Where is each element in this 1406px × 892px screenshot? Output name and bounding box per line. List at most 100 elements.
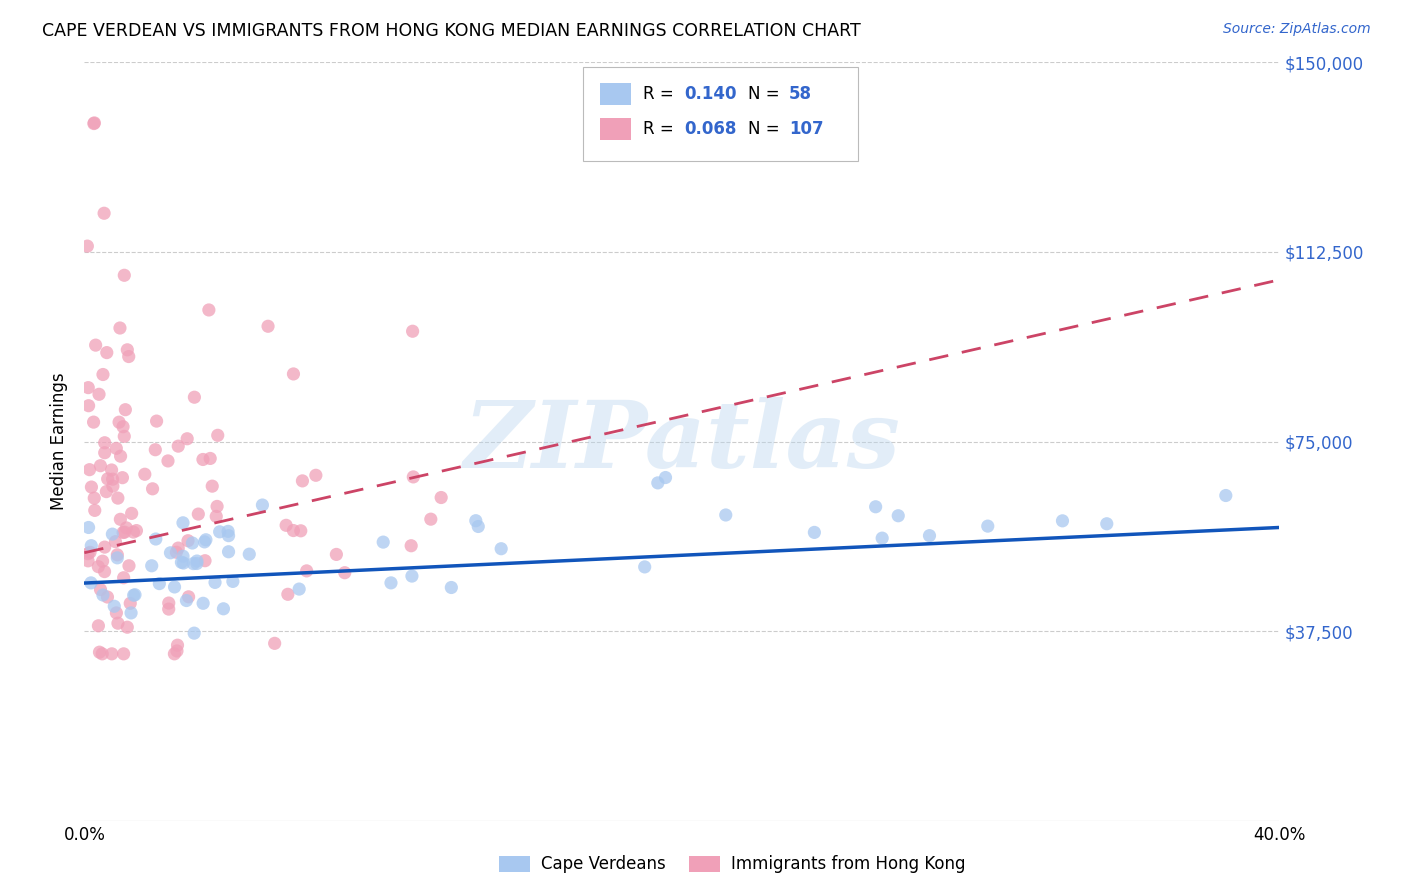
Point [283, 367, 305, 381]
Point [870, 531, 893, 545]
Text: 107: 107 [789, 120, 824, 138]
Point [105, 550, 128, 565]
Point [634, 560, 657, 574]
Point [89, 582, 111, 597]
Point [101, 472, 124, 486]
Point [186, 554, 208, 568]
Point [172, 549, 194, 564]
Point [176, 432, 198, 446]
Point [118, 558, 141, 573]
Point [93, 540, 115, 554]
Point [112, 429, 135, 443]
Point [163, 580, 186, 594]
Point [122, 588, 145, 602]
Point [96, 345, 118, 359]
Point [222, 574, 245, 589]
Point [91, 368, 114, 382]
Point [205, 509, 228, 524]
Point [89, 458, 111, 473]
Point [91, 588, 114, 602]
Point [105, 442, 128, 456]
Point [120, 606, 142, 620]
Point [108, 321, 131, 335]
Point [93, 435, 115, 450]
Point [121, 507, 143, 521]
Point [290, 524, 312, 538]
Point [120, 596, 142, 610]
Point [218, 545, 240, 559]
Point [191, 452, 214, 467]
Point [191, 596, 214, 610]
Point [96, 590, 118, 604]
Point [198, 302, 221, 317]
Point [186, 557, 208, 571]
Point [218, 529, 240, 543]
Point [87, 559, 110, 574]
Point [159, 546, 181, 560]
Point [183, 390, 205, 404]
Point [93, 206, 115, 220]
Point [401, 324, 423, 338]
Point [83, 117, 105, 131]
Point [80, 480, 103, 494]
Point [163, 647, 186, 661]
Point [107, 616, 129, 631]
Point [84, 338, 107, 352]
Point [167, 439, 190, 453]
Text: N =: N = [748, 120, 785, 138]
Point [91, 554, 114, 568]
Point [114, 525, 136, 540]
Point [145, 532, 167, 546]
Point [165, 545, 187, 559]
Point [212, 601, 235, 615]
Point [288, 582, 311, 596]
Point [183, 626, 205, 640]
Point [283, 524, 305, 538]
Point [114, 402, 136, 417]
Point [238, 547, 260, 561]
Point [91, 647, 114, 661]
Point [87, 387, 110, 401]
Point [79, 463, 101, 477]
Point [187, 507, 209, 521]
Point [172, 516, 194, 530]
Point [77, 547, 100, 561]
Point [104, 534, 127, 549]
Point [77, 381, 100, 395]
Point [977, 519, 1000, 533]
Point [803, 525, 825, 540]
Text: ZIPatlas: ZIPatlas [464, 397, 900, 486]
Y-axis label: Median Earnings: Median Earnings [51, 373, 69, 510]
Text: N =: N = [748, 85, 785, 103]
Point [156, 454, 179, 468]
Point [103, 599, 125, 614]
Point [96, 484, 118, 499]
Point [194, 533, 217, 547]
Point [89, 645, 111, 659]
Point [401, 569, 423, 583]
Point [100, 463, 122, 477]
Point [1052, 514, 1074, 528]
Point [252, 498, 274, 512]
Text: CAPE VERDEAN VS IMMIGRANTS FROM HONG KONG MEDIAN EARNINGS CORRELATION CHART: CAPE VERDEAN VS IMMIGRANTS FROM HONG KON… [42, 22, 860, 40]
Point [333, 566, 356, 580]
Text: Source: ZipAtlas.com: Source: ZipAtlas.com [1223, 22, 1371, 37]
Point [134, 467, 156, 482]
Point [101, 647, 124, 661]
Point [217, 524, 239, 539]
Point [291, 474, 314, 488]
Point [97, 472, 120, 486]
Point [325, 548, 347, 562]
Point [263, 636, 285, 650]
Point [101, 527, 124, 541]
Point [467, 519, 489, 533]
Point [117, 620, 139, 634]
Point [201, 479, 224, 493]
Point [464, 514, 486, 528]
Point [205, 500, 228, 514]
Point [79, 545, 101, 559]
Point [170, 555, 193, 569]
Point [124, 588, 146, 602]
Point [166, 638, 188, 652]
Point [419, 512, 441, 526]
